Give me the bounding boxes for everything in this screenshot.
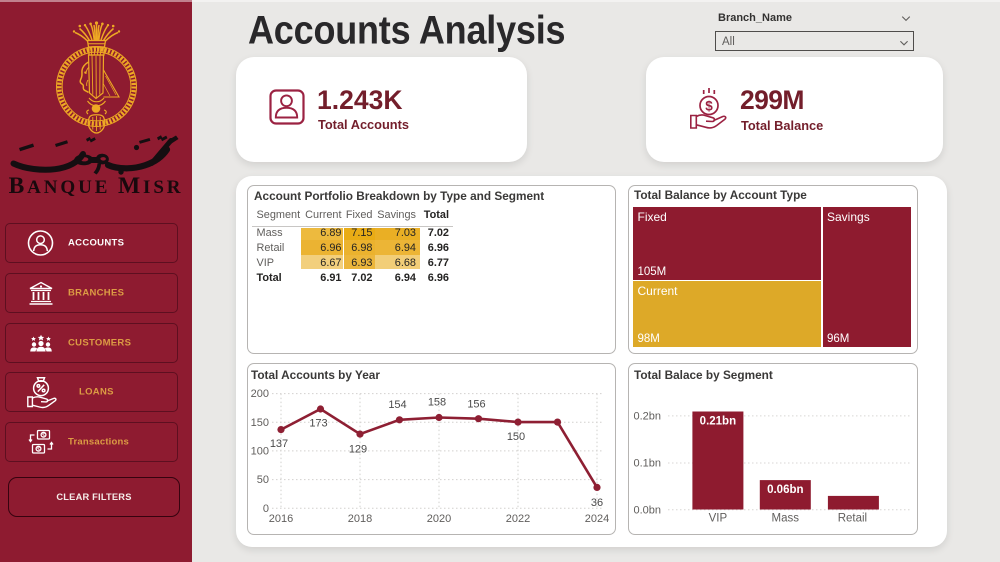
svg-text:137: 137	[270, 438, 288, 450]
svg-text:$: $	[42, 433, 45, 439]
svg-text:2022: 2022	[506, 513, 530, 525]
svg-text:2020: 2020	[427, 513, 451, 525]
svg-text:100: 100	[251, 446, 269, 458]
svg-text:150: 150	[251, 417, 269, 429]
svg-text:$: $	[37, 447, 40, 453]
svg-text:Mass: Mass	[772, 513, 800, 525]
svg-text:2018: 2018	[348, 513, 372, 525]
svg-text:0.1bn: 0.1bn	[633, 458, 661, 470]
svg-text:154: 154	[388, 399, 406, 411]
svg-text:$: $	[705, 99, 713, 114]
svg-text:VIP: VIP	[709, 513, 728, 525]
svg-text:2024: 2024	[585, 513, 609, 525]
svg-text:2016: 2016	[269, 513, 293, 525]
svg-text:0.06bn: 0.06bn	[767, 484, 803, 496]
svg-text:156: 156	[467, 398, 485, 410]
svg-text:0.2bn: 0.2bn	[633, 411, 661, 423]
svg-text:173: 173	[309, 418, 327, 430]
svg-text:0: 0	[263, 503, 269, 515]
svg-text:0.21bn: 0.21bn	[700, 416, 736, 428]
svg-text:158: 158	[428, 396, 446, 408]
svg-text:0.0bn: 0.0bn	[633, 505, 661, 517]
svg-text:129: 129	[349, 443, 367, 455]
svg-text:200: 200	[251, 388, 269, 400]
svg-text:Retail: Retail	[838, 513, 867, 525]
svg-text:50: 50	[257, 474, 269, 486]
svg-text:36: 36	[591, 497, 603, 509]
svg-text:150: 150	[507, 431, 525, 443]
